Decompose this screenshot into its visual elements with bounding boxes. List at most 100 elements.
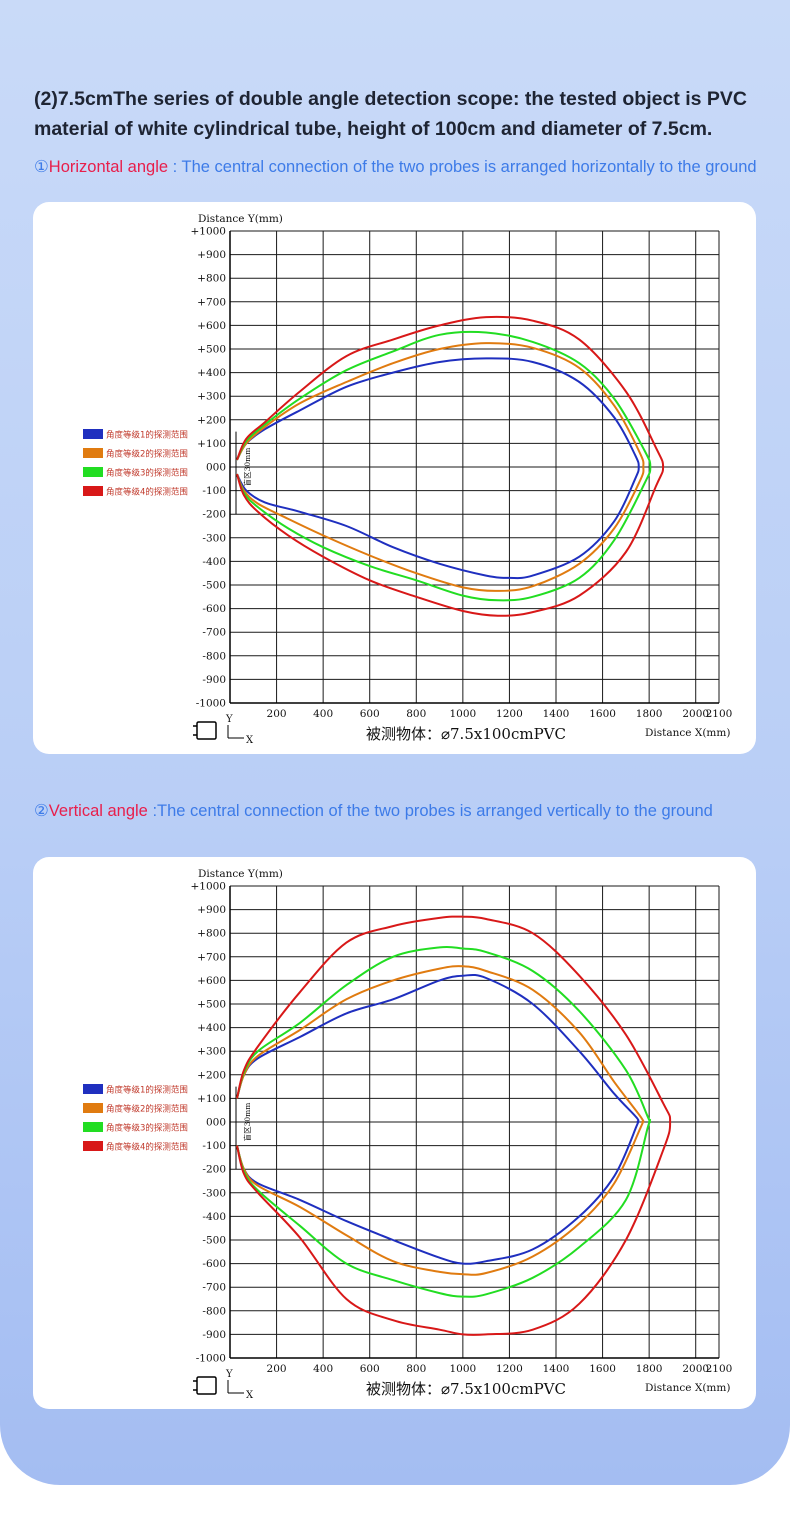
y-tick-label: 000 <box>206 1117 226 1129</box>
y-tick-label: -400 <box>202 1211 226 1223</box>
x-axis-title: Distance X(mm) <box>645 1382 730 1394</box>
section-number: ① <box>34 158 49 176</box>
y-tick-label: +800 <box>197 273 226 285</box>
sensor-symbol-icon <box>196 721 217 740</box>
section-number: ② <box>34 802 49 820</box>
y-tick-label: -600 <box>202 1258 226 1270</box>
x-tick-label: 600 <box>360 708 380 720</box>
sensor-symbol-icon <box>196 1376 217 1395</box>
y-tick-label: +400 <box>197 367 226 379</box>
x-tick-label: 2100 <box>706 1363 733 1375</box>
y-tick-label: +600 <box>197 320 226 332</box>
y-tick-label: +200 <box>197 414 226 426</box>
x-tick-label: 1800 <box>636 708 663 720</box>
legend-label: 角度等级4的探测范围 <box>106 487 188 498</box>
legend-label: 角度等级2的探测范围 <box>106 449 188 460</box>
x-tick-label: 2100 <box>706 708 733 720</box>
y-tick-label: +300 <box>197 391 226 403</box>
series-line-3 <box>236 945 652 1298</box>
y-tick-label: +500 <box>197 344 226 356</box>
y-tick-label: -900 <box>202 674 226 686</box>
chart-vertical-angle: +1000 +900 +800 +700 +600 +500 +400 +300 +200 +10… <box>83 868 733 1401</box>
x-tick-label: 200 <box>267 708 287 720</box>
y-tick-label: +800 <box>197 928 226 940</box>
y-tick-label: +700 <box>197 296 226 308</box>
legend-label: 角度等级1的探测范围 <box>106 1085 188 1096</box>
legend-label: 角度等级4的探测范围 <box>106 1142 188 1153</box>
series-line-4 <box>236 315 665 617</box>
dead-zone-label: 盲区30mm <box>242 448 252 487</box>
x-tick-label: 400 <box>313 1363 333 1375</box>
y-tick-label: -500 <box>202 580 226 592</box>
legend-swatch <box>83 1103 103 1113</box>
legend-swatch <box>83 448 103 458</box>
y-tick-label: +500 <box>197 999 226 1011</box>
section-caption-vertical: ②Vertical angle :The central connection … <box>34 801 764 822</box>
x-tick-label: 1800 <box>636 1363 663 1375</box>
x-tick-label: 800 <box>406 1363 426 1375</box>
y-tick-label: -700 <box>202 1282 226 1294</box>
series-line-4 <box>236 915 672 1336</box>
legend-swatch <box>83 1122 103 1132</box>
page-heading: (2)7.5cmThe series of double angle detec… <box>34 88 748 140</box>
chart-caption: 被测物体：⌀7.5x100cmPVC <box>366 725 566 743</box>
x-tick-label: 1000 <box>449 1363 476 1375</box>
x-tick-label: 1600 <box>589 1363 616 1375</box>
y-axis-title: Distance Y(mm) <box>198 868 283 880</box>
chart-caption: 被测物体：⌀7.5x100cmPVC <box>366 1380 566 1398</box>
chart-card-horizontal: +1000 +900 +800 +700 +600 +500 +400 +300 +200 +10… <box>33 202 756 754</box>
section-description: :The central connection of the two probe… <box>147 802 713 820</box>
chart-horizontal-angle: +1000 +900 +800 +700 +600 +500 +400 +300 +200 +10… <box>83 213 733 746</box>
y-tick-label: +100 <box>197 438 226 450</box>
section-caption-horizontal: ①Horizontal angle : The central connecti… <box>34 157 764 178</box>
y-tick-label: -1000 <box>196 1353 226 1365</box>
y-tick-label: 000 <box>206 462 226 474</box>
legend-swatch <box>83 1141 103 1151</box>
axis-glyph-x-label: X <box>246 1390 254 1401</box>
y-tick-label: +900 <box>197 249 226 261</box>
section-label: Vertical angle <box>48 802 148 820</box>
y-tick-label: -800 <box>202 1305 226 1317</box>
x-tick-label: 1200 <box>496 708 523 720</box>
y-tick-label: -500 <box>202 1235 226 1247</box>
y-tick-label: -200 <box>202 1164 226 1176</box>
y-tick-label: +700 <box>197 951 226 963</box>
y-tick-label: +600 <box>197 975 226 987</box>
legend-label: 角度等级2的探测范围 <box>106 1104 188 1115</box>
x-tick-label: 1600 <box>589 708 616 720</box>
legend-swatch <box>83 486 103 496</box>
y-tick-label: -300 <box>202 1187 226 1199</box>
y-tick-label: -100 <box>202 485 226 497</box>
x-tick-label: 600 <box>360 1363 380 1375</box>
legend-swatch <box>83 467 103 477</box>
section-description: : The central connection of the two prob… <box>168 158 757 176</box>
axis-glyph-y-label: Y <box>225 714 233 725</box>
y-tick-label: -900 <box>202 1329 226 1341</box>
y-tick-label: +1000 <box>190 226 226 238</box>
series-line-1 <box>236 357 640 580</box>
y-tick-label: +1000 <box>190 881 226 893</box>
x-axis-title: Distance X(mm) <box>645 727 730 739</box>
x-tick-label: 1400 <box>543 1363 570 1375</box>
series-line-3 <box>236 330 652 602</box>
y-tick-label: +900 <box>197 904 226 916</box>
section-label: Horizontal angle <box>48 158 169 176</box>
y-tick-label: +200 <box>197 1069 226 1081</box>
series-line-2 <box>236 342 645 592</box>
y-tick-label: -800 <box>202 650 226 662</box>
dead-zone-label: 盲区30mm <box>242 1103 252 1142</box>
y-tick-label: -100 <box>202 1140 226 1152</box>
y-tick-label: +400 <box>197 1022 226 1034</box>
x-tick-label: 2000 <box>682 1363 709 1375</box>
y-tick-label: +300 <box>197 1046 226 1058</box>
series-line-1 <box>236 973 640 1265</box>
legend-swatch <box>83 1084 103 1094</box>
y-tick-label: -700 <box>202 627 226 639</box>
legend-label: 角度等级3的探测范围 <box>106 468 188 479</box>
legend-swatch <box>83 429 103 439</box>
x-tick-label: 400 <box>313 708 333 720</box>
series-line-2 <box>236 965 645 1276</box>
y-tick-label: -200 <box>202 509 226 521</box>
y-tick-label: -400 <box>202 556 226 568</box>
x-tick-label: 1400 <box>543 708 570 720</box>
